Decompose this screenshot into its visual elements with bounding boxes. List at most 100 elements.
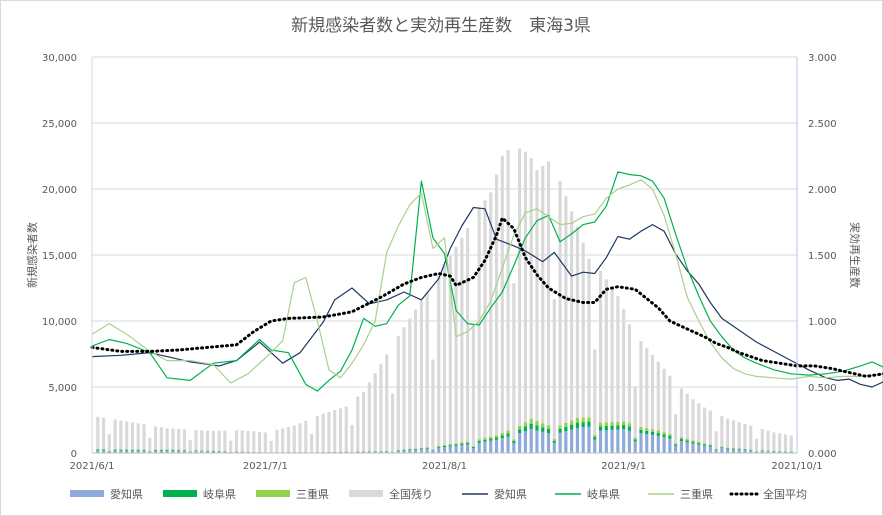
bar-rest bbox=[101, 417, 106, 449]
bar-pref-0 bbox=[535, 430, 539, 453]
bar-rest bbox=[379, 363, 383, 451]
bar-rest bbox=[512, 283, 516, 440]
bar-pref-0 bbox=[564, 431, 568, 453]
bar-rest bbox=[500, 155, 504, 433]
bar-rest bbox=[414, 309, 418, 449]
bar-pref-1 bbox=[477, 440, 481, 443]
bar-pref-1 bbox=[546, 429, 551, 434]
bar-pref-0 bbox=[529, 429, 533, 453]
bar-rest bbox=[136, 423, 140, 450]
bar-rest bbox=[390, 393, 395, 452]
bar-rest bbox=[523, 151, 527, 423]
bar-pref-2 bbox=[645, 428, 649, 431]
line-pref-1 bbox=[91, 171, 883, 392]
bar-pref-1 bbox=[506, 433, 510, 437]
bar-pref-0 bbox=[575, 427, 579, 453]
bar-pref-0 bbox=[720, 448, 724, 453]
bar-rest bbox=[558, 181, 562, 426]
bar-rest bbox=[506, 150, 510, 431]
bar-pref-0 bbox=[396, 450, 400, 453]
left-tick-label: 30,000 bbox=[42, 53, 77, 64]
bar-pref-0 bbox=[552, 442, 556, 453]
bar-pref-1 bbox=[414, 448, 418, 450]
bar-pref-1 bbox=[460, 443, 464, 446]
bar-pref-0 bbox=[205, 451, 210, 453]
bar-pref-2 bbox=[165, 449, 169, 450]
bar-pref-0 bbox=[494, 439, 499, 453]
bar-pref-0 bbox=[558, 432, 562, 453]
bar-pref-1 bbox=[541, 427, 545, 432]
bar-pref-0 bbox=[125, 450, 129, 453]
right-tick-label: 3.000 bbox=[808, 53, 837, 64]
bar-pref-2 bbox=[101, 448, 106, 450]
bar-pref-1 bbox=[604, 426, 608, 431]
bar-pref-1 bbox=[685, 440, 689, 443]
legend-swatch bbox=[163, 490, 197, 497]
bar-pref-0 bbox=[211, 451, 215, 453]
bar-pref-0 bbox=[356, 451, 360, 453]
bar-rest bbox=[321, 413, 325, 452]
x-tick-label: 2021/9/1 bbox=[601, 461, 646, 472]
bar-pref-2 bbox=[466, 441, 470, 443]
bar-rest bbox=[471, 323, 475, 447]
bar-rest bbox=[702, 407, 707, 444]
bar-pref-2 bbox=[506, 430, 510, 434]
bar-pref-0 bbox=[483, 441, 487, 453]
bar-pref-0 bbox=[702, 445, 707, 453]
bar-pref-0 bbox=[182, 450, 187, 453]
bar-rest bbox=[650, 354, 655, 430]
bar-rest bbox=[437, 274, 441, 446]
bar-rest bbox=[431, 359, 435, 450]
x-axis-ticks: 2021/6/1 2021/7/1 2021/8/1 2021/9/1 2021/10/… bbox=[70, 461, 823, 472]
bar-pref-0 bbox=[471, 447, 475, 453]
bar-pref-2 bbox=[587, 417, 591, 422]
bar-pref-2 bbox=[633, 437, 637, 440]
bar-pref-2 bbox=[570, 420, 574, 425]
bar-pref-2 bbox=[610, 421, 614, 426]
x-tick-label: 2021/6/1 bbox=[70, 461, 115, 472]
bar-rest bbox=[546, 161, 551, 426]
bar-rest bbox=[552, 299, 556, 440]
legend-label: 全国残り bbox=[389, 487, 433, 501]
bar-pref-0 bbox=[570, 429, 574, 453]
bar-pref-2 bbox=[177, 449, 181, 451]
chart-title: 新規感染者数と実効再生産数 東海3県 bbox=[291, 16, 591, 36]
bar-rest bbox=[668, 375, 672, 434]
bar-pref-2 bbox=[656, 430, 660, 433]
bar-pref-1 bbox=[529, 423, 533, 430]
bar-pref-0 bbox=[217, 451, 221, 453]
bar-rest bbox=[142, 424, 146, 450]
bar-pref-0 bbox=[726, 449, 730, 453]
bar-pref-1 bbox=[564, 426, 568, 432]
bar-pref-0 bbox=[107, 451, 111, 453]
bar-rest bbox=[419, 300, 423, 448]
bar-rest bbox=[275, 429, 279, 453]
bar-pref-2 bbox=[731, 448, 736, 449]
bar-pref-1 bbox=[483, 439, 487, 442]
bar-rest bbox=[708, 410, 712, 445]
bar-pref-1 bbox=[431, 449, 435, 451]
bar-rest bbox=[477, 208, 481, 440]
bar-rest bbox=[679, 388, 684, 438]
bar-pref-0 bbox=[489, 440, 493, 453]
bar-pref-1 bbox=[610, 425, 614, 430]
bar-pref-2 bbox=[679, 437, 684, 440]
bar-rest bbox=[656, 361, 660, 431]
bar-pref-2 bbox=[171, 449, 175, 450]
bar-rest bbox=[593, 349, 597, 435]
right-tick-label: 0.500 bbox=[808, 383, 837, 394]
bar-pref-2 bbox=[558, 425, 562, 429]
bar-pref-0 bbox=[645, 434, 649, 453]
bar-pref-1 bbox=[419, 448, 423, 450]
bar-pref-0 bbox=[171, 450, 175, 453]
bar-pref-2 bbox=[408, 448, 412, 450]
bar-pref-0 bbox=[587, 426, 591, 453]
bar-rest bbox=[587, 258, 591, 418]
bar-rest bbox=[581, 242, 585, 418]
bar-rest bbox=[622, 309, 626, 422]
bar-pref-2 bbox=[153, 449, 158, 450]
bar-pref-0 bbox=[234, 451, 239, 453]
bar-pref-2 bbox=[477, 439, 481, 441]
bar-pref-2 bbox=[604, 422, 608, 427]
bar-pref-0 bbox=[477, 442, 481, 453]
